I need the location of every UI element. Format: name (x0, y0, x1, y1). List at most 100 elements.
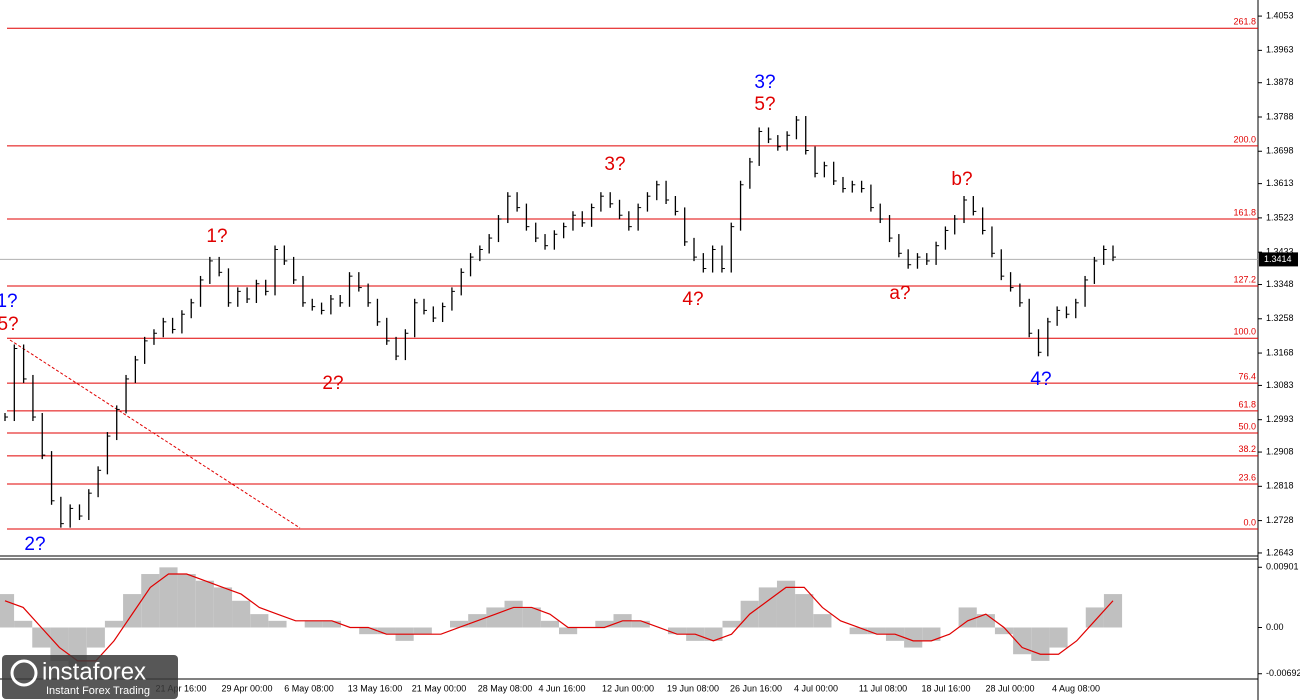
x-tick-label: 26 Jun 16:00 (730, 683, 782, 693)
fib-label: 23.6 (1238, 472, 1256, 482)
osc-histogram-bar (14, 620, 33, 628)
logo-icon (10, 659, 38, 687)
y-tick-label: 1.3523 (1266, 212, 1294, 222)
osc-histogram-bar (104, 620, 124, 628)
osc-histogram-bar (849, 627, 868, 635)
y-tick-label: 1.2728 (1266, 515, 1294, 525)
fib-label: 161.8 (1233, 207, 1256, 217)
y-tick-label: 1.3168 (1266, 347, 1294, 357)
wave-label: 3? (754, 72, 775, 93)
fib-label: 127.2 (1233, 274, 1256, 284)
wave-label: 5? (754, 94, 775, 115)
y-tick-label: 1.3878 (1266, 77, 1294, 87)
osc-histogram-bar (450, 620, 469, 628)
x-tick-label: 4 Aug 08:00 (1052, 683, 1100, 693)
x-tick-label: 28 May 08:00 (478, 683, 533, 693)
x-tick-label: 6 May 08:00 (284, 683, 334, 693)
osc-histogram-bar (377, 627, 396, 635)
x-tick-label: 29 Apr 00:00 (221, 683, 272, 693)
osc-histogram-bar (50, 627, 69, 661)
osc-histogram-bar (867, 627, 886, 635)
osc-histogram-bar (304, 620, 323, 628)
osc-histogram-bar (904, 627, 923, 648)
logo-box (2, 655, 178, 699)
osc-histogram-bar (177, 574, 196, 628)
wave-label: 3? (604, 154, 625, 175)
y-tick-label: 1.3963 (1266, 45, 1294, 55)
x-tick-label: 4 Jun 16:00 (538, 683, 585, 693)
y-tick-label: 1.3698 (1266, 146, 1294, 156)
logo-name: instaforex (42, 658, 146, 685)
osc-y-tick-label: 0.00 (1266, 622, 1284, 632)
y-tick-label: 1.3258 (1266, 313, 1294, 323)
wave-label: 2? (24, 534, 45, 555)
osc-histogram-bar (922, 627, 941, 641)
osc-histogram-bar (504, 600, 523, 628)
wave-label: a? (889, 283, 910, 304)
osc-histogram-bar (1049, 627, 1068, 648)
osc-y-tick-label: -0.00692 (1266, 668, 1300, 678)
y-tick-label: 1.2993 (1266, 414, 1294, 424)
osc-histogram-bar (32, 627, 51, 648)
fib-label: 61.8 (1238, 399, 1256, 409)
osc-histogram-bar (1085, 607, 1104, 628)
x-tick-label: 19 Jun 08:00 (667, 683, 719, 693)
fib-label: 0.0 (1243, 517, 1256, 527)
y-tick-label: 1.3613 (1266, 178, 1294, 188)
logo: instaforex Instant Forex Trading (2, 655, 178, 699)
x-tick-label: 12 Jun 00:00 (602, 683, 654, 693)
osc-histogram-bar (359, 627, 378, 635)
osc-histogram-bar (795, 594, 814, 628)
wave-label: 4? (682, 289, 703, 310)
osc-histogram-bar (540, 620, 559, 628)
x-tick-label: 18 Jul 16:00 (921, 683, 970, 693)
osc-histogram-bar (250, 614, 269, 628)
osc-histogram-bar (123, 594, 142, 628)
y-tick-label: 1.3788 (1266, 111, 1294, 121)
last-price-label: 1.3414 (1264, 254, 1292, 264)
osc-histogram-bar (86, 627, 105, 648)
osc-signal-line (4, 573, 1114, 662)
wave-label: 4? (1030, 369, 1051, 390)
osc-histogram-bar (195, 580, 214, 628)
osc-histogram-bar (631, 620, 650, 628)
osc-histogram-bar (559, 627, 578, 635)
osc-histogram-bar (141, 574, 160, 628)
x-tick-label: 21 May 00:00 (412, 683, 467, 693)
logo-tagline: Instant Forex Trading (46, 685, 150, 697)
y-tick-label: 1.4053 (1266, 10, 1294, 20)
wave-label: 5? (0, 314, 19, 335)
osc-histogram-bar (159, 567, 178, 628)
y-tick-label: 1.3083 (1266, 380, 1294, 390)
x-tick-label: 4 Jul 00:00 (794, 683, 838, 693)
wave-label: 1? (0, 291, 18, 312)
osc-y-tick-label: 0.00901 (1266, 562, 1299, 572)
y-tick-label: 1.3433 (1266, 247, 1294, 257)
x-tick-label: 11 Jul 08:00 (859, 683, 907, 693)
wave-label: 2? (322, 373, 343, 394)
osc-histogram-bar (1103, 594, 1123, 628)
osc-histogram-bar (522, 607, 541, 628)
wave-label: 1? (206, 226, 227, 247)
osc-histogram-bar (232, 600, 251, 628)
y-tick-label: 1.2908 (1266, 446, 1294, 456)
osc-histogram-bar (722, 620, 741, 628)
fib-label: 100.0 (1233, 327, 1256, 337)
osc-histogram-bar (413, 627, 432, 635)
fib-label: 76.4 (1238, 372, 1256, 382)
osc-histogram-bar (486, 607, 505, 628)
y-tick-label: 1.2818 (1266, 481, 1294, 491)
trend-line (9, 339, 301, 529)
last-price-box (1259, 252, 1298, 267)
osc-histogram-bar (595, 620, 614, 628)
osc-histogram-bar (0, 594, 15, 628)
osc-histogram-bar (704, 627, 723, 641)
wave-label: b? (951, 169, 972, 190)
fib-label: 261.8 (1233, 17, 1256, 27)
x-tick-label: 13 May 16:00 (348, 683, 403, 693)
y-tick-label: 1.3348 (1266, 279, 1294, 289)
osc-histogram-bar (813, 614, 832, 628)
osc-histogram-bar (213, 587, 233, 628)
